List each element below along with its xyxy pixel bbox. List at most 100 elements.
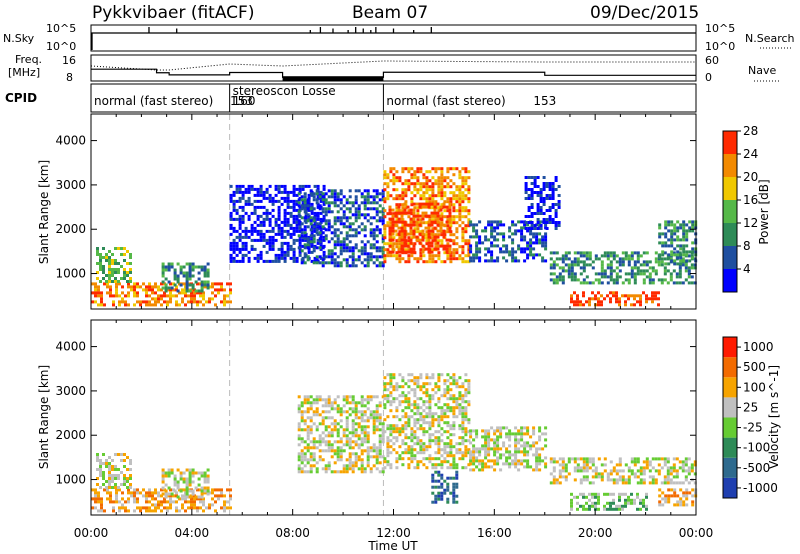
data-cell (660, 457, 664, 461)
data-cell (375, 195, 379, 199)
data-cell (410, 167, 414, 171)
colorbar-swatch (723, 177, 737, 200)
data-cell (369, 258, 373, 262)
data-cell (633, 475, 637, 479)
data-cell (111, 262, 114, 265)
data-cell (670, 253, 674, 257)
data-cell (336, 395, 340, 399)
data-cell (505, 250, 509, 254)
data-cell (327, 395, 331, 399)
data-cell (467, 430, 471, 434)
data-cell (398, 254, 402, 258)
data-cell (407, 424, 411, 428)
data-cell (582, 495, 585, 499)
data-cell (443, 445, 447, 449)
data-cell (295, 229, 299, 233)
data-cell (327, 398, 331, 402)
data-cell (203, 265, 207, 269)
data-cell (229, 223, 233, 227)
data-cell (386, 448, 390, 452)
data-cell (333, 252, 337, 256)
data-cell (446, 209, 450, 213)
data-cell (499, 223, 503, 227)
data-cell (688, 250, 692, 254)
data-cell (630, 251, 634, 255)
data-cell (508, 235, 512, 239)
data-cell (532, 429, 536, 433)
data-cell (437, 373, 441, 377)
data-cell (615, 472, 619, 476)
data-cell (660, 481, 664, 485)
data-cell (639, 254, 643, 258)
data-cell (360, 431, 364, 435)
data-cell (446, 176, 450, 180)
data-cell (375, 452, 379, 456)
data-cell (232, 256, 236, 260)
data-cell (297, 210, 301, 214)
data-cell (366, 458, 370, 462)
data-cell (455, 167, 459, 171)
data-cell (452, 382, 456, 386)
data-cell (217, 282, 220, 286)
data-cell (421, 232, 425, 236)
data-cell (433, 205, 437, 209)
data-cell (413, 391, 417, 395)
data-cell (557, 221, 561, 224)
data-cell (99, 486, 102, 489)
data-cell (250, 229, 254, 233)
data-cell (300, 467, 304, 471)
data-cell (145, 500, 148, 504)
data-cell (105, 462, 108, 465)
data-cell (330, 443, 334, 447)
data-cell (514, 441, 518, 445)
data-cell (517, 462, 521, 466)
data-cell (169, 282, 172, 286)
data-cell (493, 462, 497, 466)
data-cell (499, 247, 503, 251)
data-cell (682, 494, 686, 498)
colorbar-tick-label: 20 (743, 170, 758, 184)
data-cell (434, 385, 438, 389)
data-cell (520, 226, 524, 230)
data-cell (554, 227, 558, 230)
data-cell (487, 465, 491, 469)
data-cell (247, 187, 251, 191)
data-cell (397, 211, 401, 215)
data-cell (378, 461, 382, 465)
data-cell (105, 486, 108, 489)
data-cell (667, 497, 671, 501)
data-cell (627, 260, 631, 264)
data-cell (369, 446, 373, 450)
data-cell (642, 478, 646, 482)
data-cell (449, 200, 453, 204)
data-cell (437, 400, 441, 404)
data-cell (319, 199, 323, 203)
data-cell (94, 282, 97, 286)
data-cell (114, 277, 117, 280)
data-cell (464, 412, 468, 416)
data-cell (475, 432, 479, 436)
data-cell (109, 494, 112, 498)
data-cell (280, 190, 284, 194)
data-cell (419, 385, 423, 389)
data-cell (366, 258, 370, 262)
data-cell (484, 247, 488, 251)
data-cell (403, 238, 407, 242)
data-cell (333, 461, 337, 465)
data-cell (129, 253, 132, 256)
data-cell (464, 242, 468, 246)
data-cell (386, 394, 390, 398)
data-cell (428, 400, 432, 404)
data-cell (330, 189, 334, 193)
data-cell (564, 251, 568, 255)
data-cell (96, 277, 99, 280)
data-cell (324, 467, 328, 471)
data-cell (163, 282, 166, 286)
data-cell (223, 503, 226, 507)
data-cell (681, 460, 685, 464)
data-cell (283, 214, 287, 218)
data-cell (318, 246, 322, 250)
data-cell (327, 201, 331, 205)
data-cell (310, 250, 314, 254)
data-cell (366, 452, 370, 456)
